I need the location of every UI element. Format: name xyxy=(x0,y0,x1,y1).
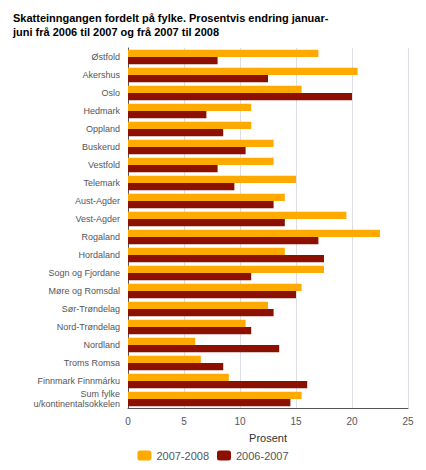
svg-text:2006-2007: 2006-2007 xyxy=(236,450,289,462)
svg-text:Telemark: Telemark xyxy=(83,178,120,188)
svg-text:Sum fylke: Sum fylke xyxy=(80,389,120,399)
svg-text:Akershus: Akershus xyxy=(82,70,120,80)
svg-text:2007-2008: 2007-2008 xyxy=(156,450,209,462)
svg-text:Rogaland: Rogaland xyxy=(81,232,120,242)
svg-text:Buskerud: Buskerud xyxy=(82,142,120,152)
svg-text:Finnmark Finnmárku: Finnmark Finnmárku xyxy=(37,376,120,386)
svg-text:juni frå 2006 til 2007 og frå: juni frå 2006 til 2007 og frå 2007 til 2… xyxy=(12,26,219,38)
svg-text:Sogn og Fjordane: Sogn og Fjordane xyxy=(48,268,120,278)
svg-text:0: 0 xyxy=(125,416,131,427)
svg-text:Troms Romsa: Troms Romsa xyxy=(64,358,120,368)
svg-text:10: 10 xyxy=(234,416,246,427)
svg-text:20: 20 xyxy=(346,416,358,427)
svg-text:15: 15 xyxy=(290,416,302,427)
svg-text:Prosent: Prosent xyxy=(249,432,287,444)
svg-text:Vest-Agder: Vest-Agder xyxy=(75,214,120,224)
svg-text:Sør-Trøndelag: Sør-Trøndelag xyxy=(62,304,120,314)
svg-text:Oslo: Oslo xyxy=(101,88,120,98)
svg-text:Møre og Romsdal: Møre og Romsdal xyxy=(48,286,120,296)
svg-text:Nord-Trøndelag: Nord-Trøndelag xyxy=(57,322,120,332)
svg-text:5: 5 xyxy=(181,416,187,427)
svg-text:Skatteinngangen fordelt på fyl: Skatteinngangen fordelt på fylke. Prosen… xyxy=(13,12,329,24)
svg-text:Østfold: Østfold xyxy=(91,52,120,62)
svg-text:25: 25 xyxy=(402,416,414,427)
svg-text:Vestfold: Vestfold xyxy=(88,160,120,170)
svg-text:Hordaland: Hordaland xyxy=(78,250,120,260)
svg-text:Hedmark: Hedmark xyxy=(83,106,120,116)
svg-text:Aust-Agder: Aust-Agder xyxy=(75,196,120,206)
svg-text:Nordland: Nordland xyxy=(83,340,120,350)
svg-text:u/kontinentalsokkelen: u/kontinentalsokkelen xyxy=(33,399,120,409)
svg-text:Oppland: Oppland xyxy=(86,124,120,134)
